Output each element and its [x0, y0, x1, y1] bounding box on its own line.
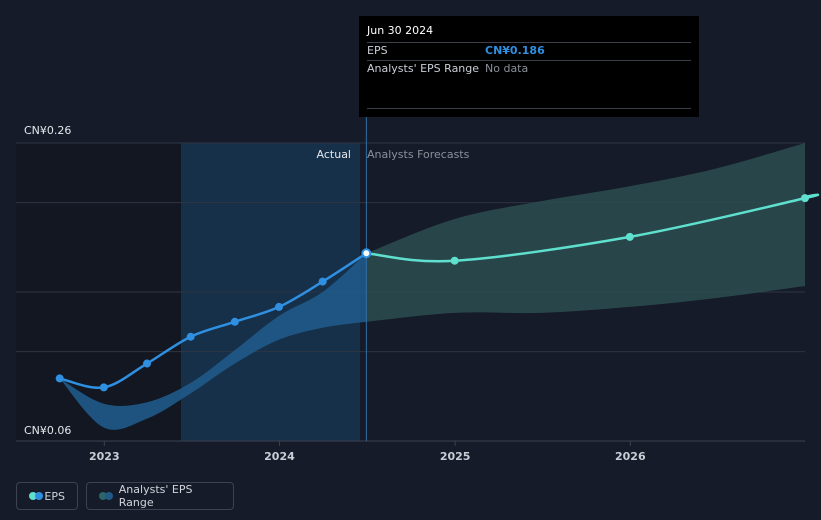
tooltip-range-label: Analysts' EPS Range	[367, 62, 480, 75]
eps-point	[186, 332, 195, 341]
y-tick-top: CN¥0.26	[24, 124, 71, 137]
tooltip-divider	[367, 108, 691, 109]
tooltip-row-range: Analysts' EPS Range No data	[367, 60, 691, 78]
eps-point	[275, 302, 283, 311]
x-tick-label: 2026	[615, 450, 646, 463]
eps-forecast-point	[450, 256, 459, 265]
eps-point	[55, 374, 64, 383]
eps-swatch-icon	[29, 492, 43, 500]
eps-point	[99, 383, 108, 392]
eps-point	[143, 359, 152, 368]
legend: EPS Analysts' EPS Range	[16, 482, 234, 510]
tooltip-row-eps: EPS CN¥0.186	[367, 42, 691, 60]
tooltip-eps-label: EPS	[367, 44, 388, 57]
eps-highlight-point	[361, 248, 372, 259]
legend-range-label: Analysts' EPS Range	[118, 483, 193, 509]
x-tick-label: 2023	[89, 450, 120, 463]
tooltip-date: Jun 30 2024	[367, 24, 434, 37]
eps-point	[318, 277, 327, 286]
forecast-eps-range-band	[366, 143, 805, 322]
eps-forecast-point	[801, 194, 809, 203]
eps-forecast-point	[625, 232, 634, 241]
x-axis: 2023 2024 2025 2026	[89, 441, 646, 463]
legend-eps-range[interactable]: Analysts' EPS Range	[86, 482, 234, 510]
range-swatch-icon	[99, 492, 113, 500]
forecast-label: Analysts Forecasts	[367, 148, 470, 161]
actual-eps-range-band	[59, 253, 367, 430]
x-tick-label: 2024	[264, 450, 295, 463]
y-tick-bottom: CN¥0.06	[24, 424, 71, 437]
eps-point	[230, 317, 239, 326]
tooltip: Jun 30 2024 EPS CN¥0.186 Analysts' EPS R…	[359, 16, 699, 117]
actual-label: Actual	[317, 148, 351, 161]
eps-points	[55, 194, 809, 392]
tooltip-eps-value: CN¥0.186	[485, 44, 545, 57]
x-tick-label: 2025	[440, 450, 471, 463]
legend-eps-label: EPS	[44, 489, 65, 503]
tooltip-range-value: No data	[485, 62, 529, 75]
legend-eps[interactable]: EPS	[16, 482, 78, 510]
